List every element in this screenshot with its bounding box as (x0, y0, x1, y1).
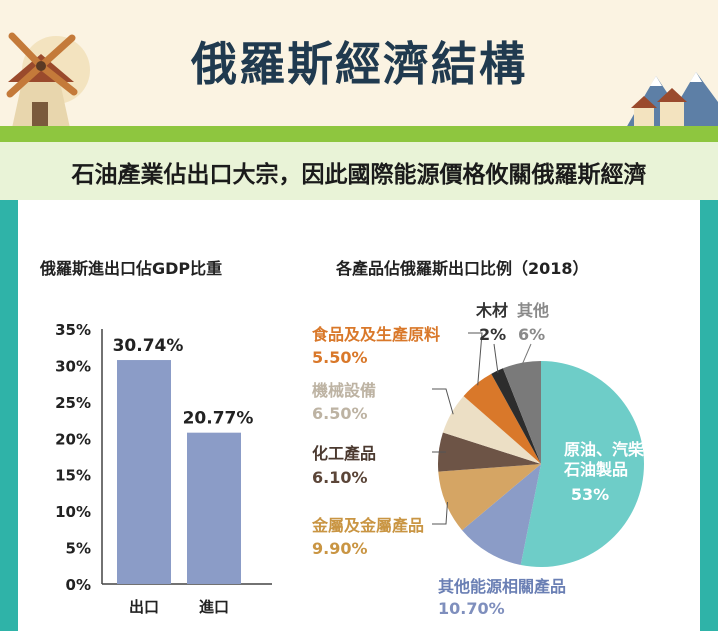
page-subtitle: 石油產業佔出口大宗，因此國際能源價格攸關俄羅斯經濟 (71, 162, 647, 188)
y-tick-label: 20% (55, 430, 91, 448)
pie-slice (438, 464, 541, 531)
pie-value-label: 6.10% (312, 468, 368, 487)
pie-slice (463, 373, 541, 464)
bar (117, 360, 171, 584)
pie-slice (438, 432, 541, 472)
y-tick-label: 30% (55, 357, 91, 375)
subtitle-band (0, 142, 718, 200)
pie-label: 化工產品 (312, 444, 376, 463)
pie-slice (462, 464, 541, 565)
pie-slice (442, 396, 541, 464)
pie-label: 原油、汽柴油及 (564, 440, 677, 459)
pie-value-label: 2% (479, 325, 506, 344)
windmill-icon (6, 32, 90, 128)
y-tick-label: 15% (55, 467, 91, 485)
header: 俄羅斯經濟結構 (0, 0, 718, 128)
leader-line (468, 332, 483, 386)
x-tick-label: 出口 (129, 598, 159, 616)
leader-line (493, 343, 499, 373)
y-tick-label: 5% (66, 540, 91, 558)
mountain-houses-icon (626, 72, 718, 128)
y-tick-label: 25% (55, 394, 91, 412)
pie-label: 其他能源相關產品 (438, 577, 566, 596)
pie-slice (502, 360, 541, 464)
pie-chart-title: 各產品佔俄羅斯出口比例（2018） (336, 259, 589, 278)
pie-value-label: 6% (518, 325, 545, 344)
pie-value-label: 5.50% (312, 348, 368, 367)
leader-line (432, 388, 454, 415)
pie-label: 其他 (517, 301, 549, 320)
bar (187, 432, 241, 584)
pie-value-label: 10.70% (438, 599, 505, 618)
page-title: 俄羅斯經濟結構 (191, 37, 527, 91)
leader-line (432, 501, 448, 525)
pie-slice (491, 368, 541, 464)
pie-label: 石油製品 (563, 460, 628, 479)
bar-chart-title: 俄羅斯進出口佔GDP比重 (40, 259, 223, 278)
y-tick-label: 0% (66, 576, 91, 594)
pie-value-label: 9.90% (312, 539, 368, 558)
pie-slice (520, 361, 645, 567)
y-tick-label: 35% (55, 321, 91, 339)
leader-line (521, 343, 532, 366)
x-tick-label: 進口 (199, 598, 229, 616)
pie-label: 金屬及金屬產品 (311, 516, 424, 535)
right-border (700, 200, 718, 631)
pie-label: 木材 (475, 301, 508, 320)
left-border (0, 200, 18, 631)
pie-label: 機械設備 (312, 381, 376, 400)
green-divider (0, 126, 718, 142)
bar-value-label: 30.74% (113, 336, 184, 356)
pie-value-label: 53% (571, 485, 609, 504)
bar-value-label: 20.77% (183, 409, 254, 429)
y-tick-label: 10% (55, 503, 91, 521)
pie-label: 食品及及生產原料 (311, 325, 440, 344)
pie-value-label: 6.50% (312, 404, 368, 423)
